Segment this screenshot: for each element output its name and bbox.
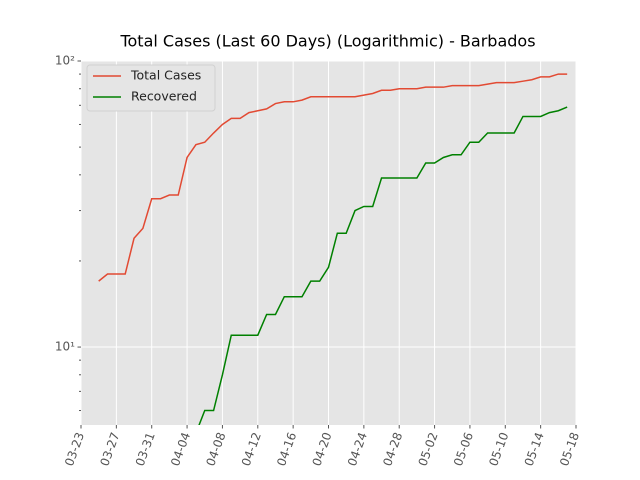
x-tick-label: 05-02 <box>416 430 441 468</box>
y-tick-label: 10¹ <box>55 340 75 354</box>
x-tick-label: 05-06 <box>451 430 476 468</box>
x-tick-label: 04-16 <box>274 430 299 468</box>
x-tick-label: 05-14 <box>522 430 547 468</box>
x-tick-label: 04-24 <box>345 430 370 468</box>
legend-label: Total Cases <box>130 68 201 83</box>
x-tick-label: 04-08 <box>203 430 228 468</box>
legend: Total Cases Recovered <box>86 64 216 112</box>
x-tick-label: 03-23 <box>62 430 87 468</box>
x-tick-label: 05-10 <box>486 430 511 468</box>
series-line <box>98 73 568 282</box>
x-tick-label: 04-04 <box>168 430 193 468</box>
lines <box>98 73 568 425</box>
grid <box>80 60 577 425</box>
x-tick-label: 05-18 <box>557 430 582 468</box>
x-tick-label: 03-31 <box>133 430 158 468</box>
chart-title: Total Cases (Last 60 Days) (Logarithmic)… <box>119 32 535 51</box>
x-tick-label: 03-27 <box>97 430 122 468</box>
series-line <box>198 106 568 425</box>
legend-label: Recovered <box>131 89 197 104</box>
x-tick-label: 04-20 <box>310 430 335 468</box>
x-tick-label: 04-12 <box>239 430 264 468</box>
y-tick-label: 10² <box>55 54 75 68</box>
x-tick-label: 04-28 <box>380 430 405 468</box>
